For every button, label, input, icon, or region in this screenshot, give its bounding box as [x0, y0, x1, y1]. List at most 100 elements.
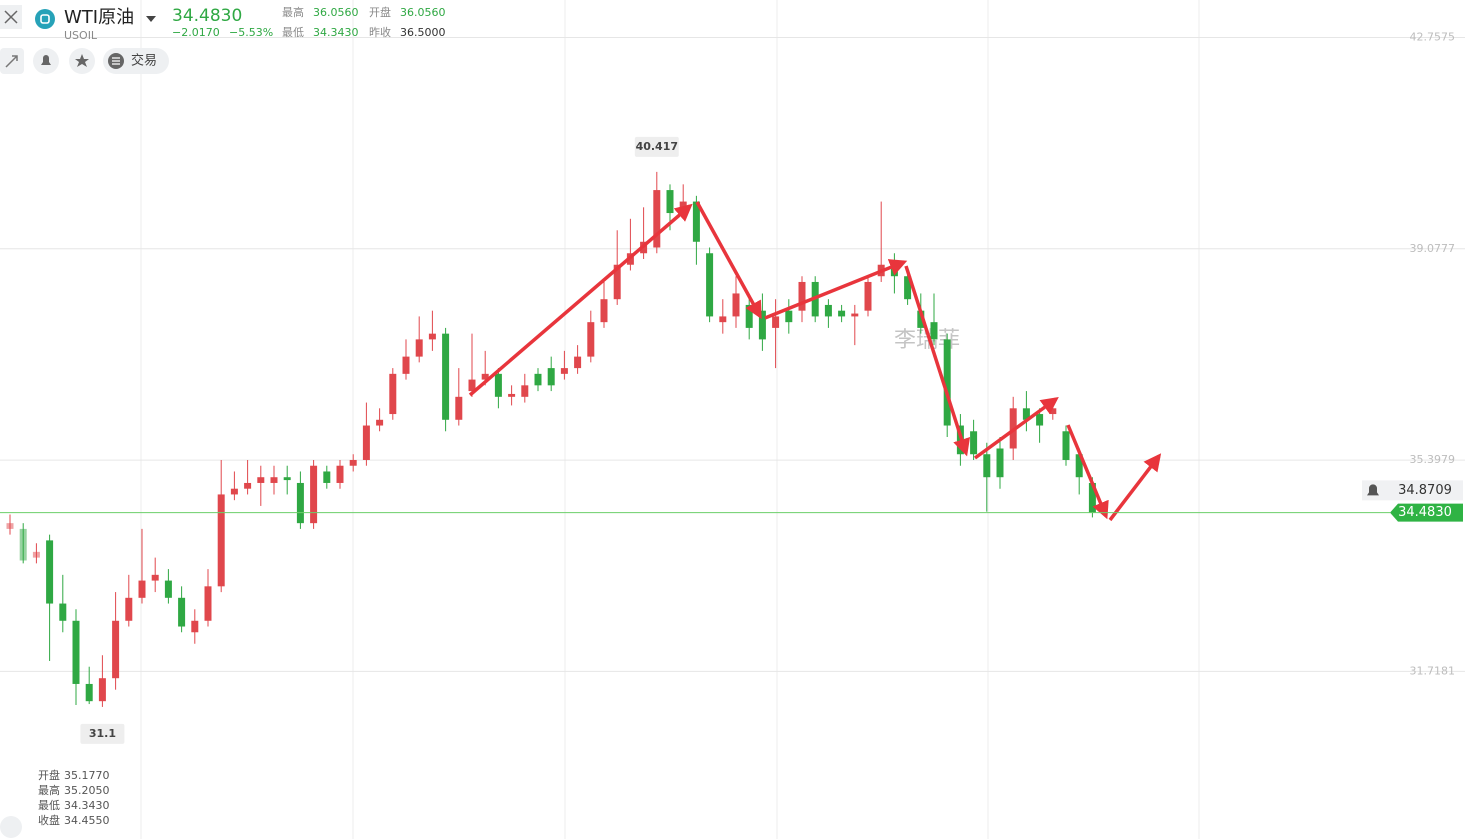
candle-body	[904, 276, 912, 300]
candle-body	[838, 310, 846, 317]
candle-body	[257, 477, 265, 483]
hover-value: 34.4550	[64, 814, 110, 827]
candle-body	[653, 190, 661, 248]
candle-body	[112, 620, 120, 679]
change-pct: −5.53%	[229, 26, 273, 39]
hover-value: 34.3430	[64, 799, 110, 812]
candle-body	[46, 540, 54, 604]
candle-body	[98, 678, 106, 702]
candle-body	[389, 373, 397, 415]
dropdown-icon[interactable]	[146, 16, 156, 22]
hover-value: 35.2050	[64, 784, 110, 797]
hover-row: 开盘 35.1770	[38, 768, 110, 782]
y-tick-label: 39.0777	[1410, 242, 1456, 255]
candle-body	[230, 488, 238, 495]
candle-body	[283, 477, 291, 481]
alert-bell	[1367, 484, 1379, 496]
high-annotation-box	[634, 136, 679, 157]
candle-body	[534, 373, 542, 386]
candle-body	[547, 368, 555, 386]
y-tick-label: 31.7181	[1410, 664, 1456, 677]
high: 36.0560	[313, 6, 359, 19]
candle-body	[996, 448, 1004, 478]
grid: 42.7575 39.0777 35.3979 31.7181	[0, 30, 1465, 677]
candle-body	[296, 482, 304, 524]
candle-body	[376, 419, 384, 426]
candle-body	[191, 620, 199, 633]
candle-body	[930, 322, 938, 340]
symbol-code: USOIL	[64, 29, 98, 42]
hover-label: 收盘	[38, 813, 60, 827]
candle-body	[164, 580, 172, 598]
candle-body	[362, 425, 370, 460]
change: −2.0170	[172, 26, 220, 39]
candle-body	[72, 620, 80, 684]
candle-body	[613, 264, 621, 300]
candle-body	[402, 356, 410, 374]
candle-body	[785, 310, 793, 323]
close-icon	[4, 10, 18, 24]
candle-body	[824, 304, 832, 317]
candle-body	[125, 597, 133, 621]
candle-body	[349, 459, 357, 466]
low: 34.3430	[313, 26, 359, 39]
candle-body	[983, 454, 991, 478]
candle-body	[32, 551, 40, 558]
candle-body	[323, 471, 331, 483]
high-label: 最高	[282, 5, 304, 19]
trend-arrows	[468, 201, 1162, 522]
candle-body	[745, 304, 753, 328]
candle-body	[1075, 454, 1083, 478]
indicator-button[interactable]	[0, 816, 22, 838]
candle-body	[428, 333, 436, 340]
candle-body	[6, 523, 14, 529]
candle-body	[468, 379, 476, 392]
y-tick-label: 42.7575	[1410, 30, 1456, 43]
candle-body	[732, 293, 740, 317]
vertical-grid	[140, 0, 1200, 839]
candle-body	[442, 333, 450, 420]
candle-body	[560, 368, 568, 374]
candle-body	[481, 373, 489, 380]
candle-body	[666, 190, 674, 214]
candle-body	[574, 356, 582, 369]
candle-body	[19, 528, 27, 561]
candle-body	[455, 396, 463, 420]
candle-body	[864, 281, 872, 311]
y-tick-label: 35.3979	[1410, 453, 1456, 466]
low-annotation-box	[80, 723, 125, 744]
candle-body	[1088, 482, 1096, 513]
hover-value: 35.1770	[64, 769, 110, 782]
candle-body	[600, 299, 608, 323]
alert-tag	[1362, 480, 1463, 501]
overlay: 40.417 31.1 34.4830 34.8709	[0, 136, 1463, 744]
hover-label: 最低	[38, 799, 60, 812]
candle-body	[970, 431, 978, 455]
bell-icon	[41, 55, 51, 65]
symbol-icon	[35, 9, 55, 29]
star-icon	[75, 54, 89, 67]
candle-body	[1062, 431, 1070, 460]
candle-body	[798, 281, 806, 311]
trade-icon-lines	[112, 57, 120, 65]
hover-info: 开盘 35.1770 最高 35.2050 最低 34.3430 收盘 34.4550	[38, 768, 110, 827]
hover-row: 最低 34.3430	[38, 799, 110, 812]
hover-label: 最高	[38, 783, 60, 797]
candle-body	[706, 253, 714, 317]
candle-body	[85, 683, 93, 702]
candle-body	[692, 201, 700, 242]
symbol-name[interactable]: WTI原油	[64, 7, 134, 28]
header: WTI原油 USOIL 34.4830 −2.0170 −5.53% 最高 36…	[0, 5, 446, 42]
candle-body	[415, 339, 423, 357]
candle-body	[943, 339, 951, 426]
trade-label: 交易	[131, 53, 157, 69]
symbol-icon-glyph	[40, 14, 50, 24]
candle-body	[521, 385, 529, 397]
toolbar: 交易	[0, 48, 169, 74]
candle-body	[1022, 408, 1030, 420]
prev-close: 36.5000	[400, 26, 446, 39]
candle-body	[310, 465, 318, 524]
hover-row: 收盘 34.4550	[38, 813, 110, 827]
